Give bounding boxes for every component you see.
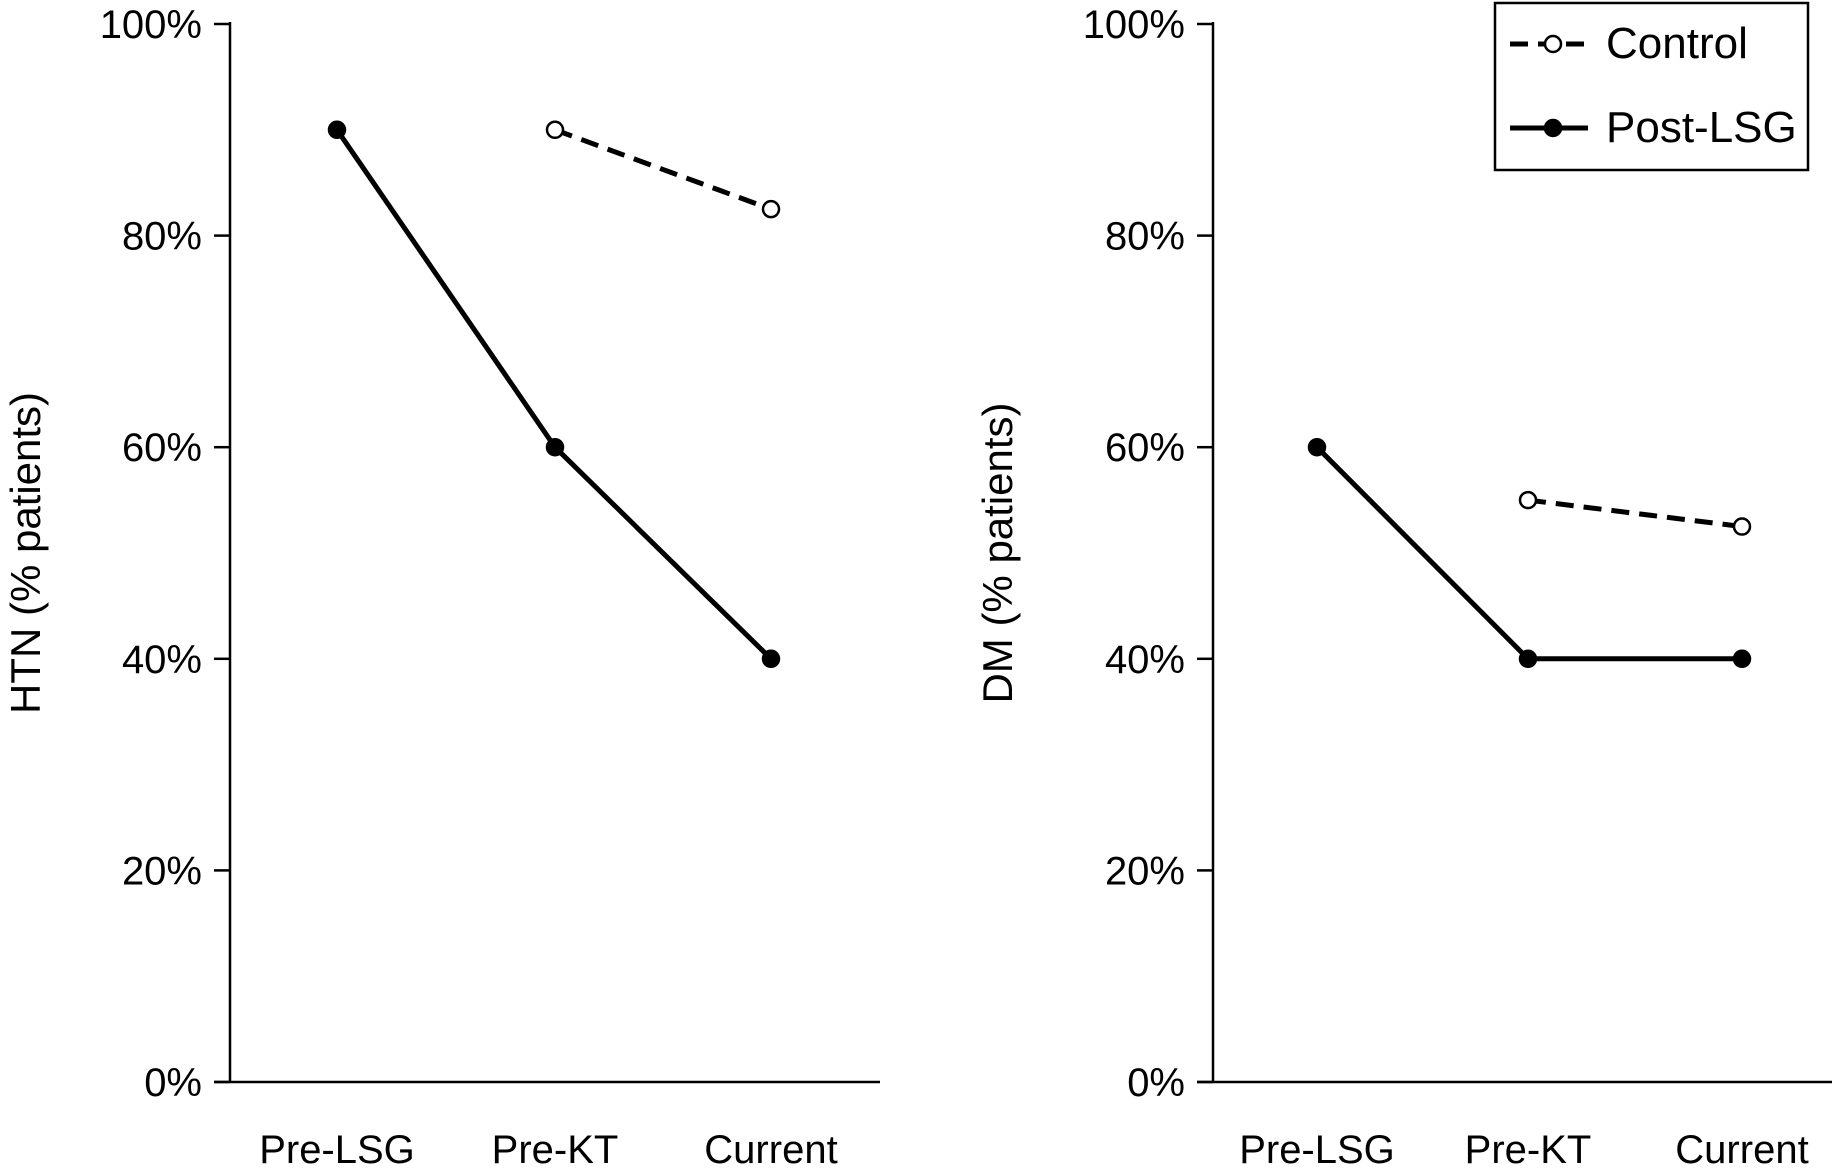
legend-post-lsg-swatch-marker: [1543, 118, 1563, 138]
legend-control-swatch-marker: [1543, 34, 1563, 54]
htn-y-axis-title: HTN (% patients): [2, 392, 49, 714]
legend-post-lsg-label: Post-LSG: [1606, 103, 1797, 152]
dm-y-tick-label: 0%: [1127, 1061, 1185, 1105]
htn-y-tick-label: 40%: [122, 638, 202, 682]
dm-y-tick-label: 60%: [1105, 426, 1185, 470]
dm-control-point-pre-kt: [1518, 490, 1538, 510]
htn-y-tick-label: 100%: [100, 3, 202, 47]
dm-x-tick-label-pre-lsg: Pre-LSG: [1239, 1128, 1395, 1168]
dm-control-line: [1527, 497, 1743, 530]
dm-y-tick-label: 100%: [1083, 3, 1185, 47]
htn-x-tick-label-pre-kt: Pre-KT: [492, 1128, 619, 1168]
dm-x-tick-label-current: Current: [1675, 1128, 1808, 1168]
dm-y-axis-title: DM (% patients): [974, 402, 1021, 703]
legend-box: [1493, 1, 1810, 172]
dm-post-lsg-point-current: [1732, 649, 1752, 669]
htn-y-tick-label: 60%: [122, 426, 202, 470]
htn-post-lsg-point-pre-lsg: [327, 120, 347, 140]
dm-post-lsg-line: [1315, 445, 1742, 662]
htn-panel: 0% 20% 40% 60% 80% 100% Pre-LSG Pre-KT Current HT…: [2, 3, 880, 1168]
htn-y-tick-label: 20%: [122, 849, 202, 893]
htn-x-tick-label-pre-lsg: Pre-LSG: [259, 1128, 415, 1168]
htn-post-lsg-point-pre-kt: [545, 437, 565, 457]
htn-control-point-pre-kt: [545, 120, 565, 140]
dm-y-tick-label: 40%: [1105, 638, 1185, 682]
dm-panel: 0% 20% 40% 60% 80% 100% Pre-LSG Pre-KT Current DM…: [974, 3, 1832, 1168]
dm-y-tick-label: 20%: [1105, 849, 1185, 893]
dm-x-tick-label-pre-kt: Pre-KT: [1465, 1128, 1592, 1168]
htn-control-line: [554, 127, 772, 212]
legend-control-label: Control: [1606, 19, 1748, 68]
dm-post-lsg-point-pre-kt: [1518, 649, 1538, 669]
dm-post-lsg-point-pre-lsg: [1307, 437, 1327, 457]
dm-control-point-current: [1732, 517, 1752, 536]
htn-x-tick-label-current: Current: [704, 1128, 837, 1168]
htn-control-point-current: [761, 199, 781, 219]
htn-post-lsg-line: [334, 128, 773, 661]
htn-y-tick-label: 0%: [144, 1061, 202, 1105]
legend: Control Post-LSG: [1493, 1, 1810, 172]
dm-y-tick-label: 80%: [1105, 215, 1185, 259]
htn-y-tick-label: 80%: [122, 215, 202, 259]
htn-post-lsg-point-current: [761, 649, 781, 669]
